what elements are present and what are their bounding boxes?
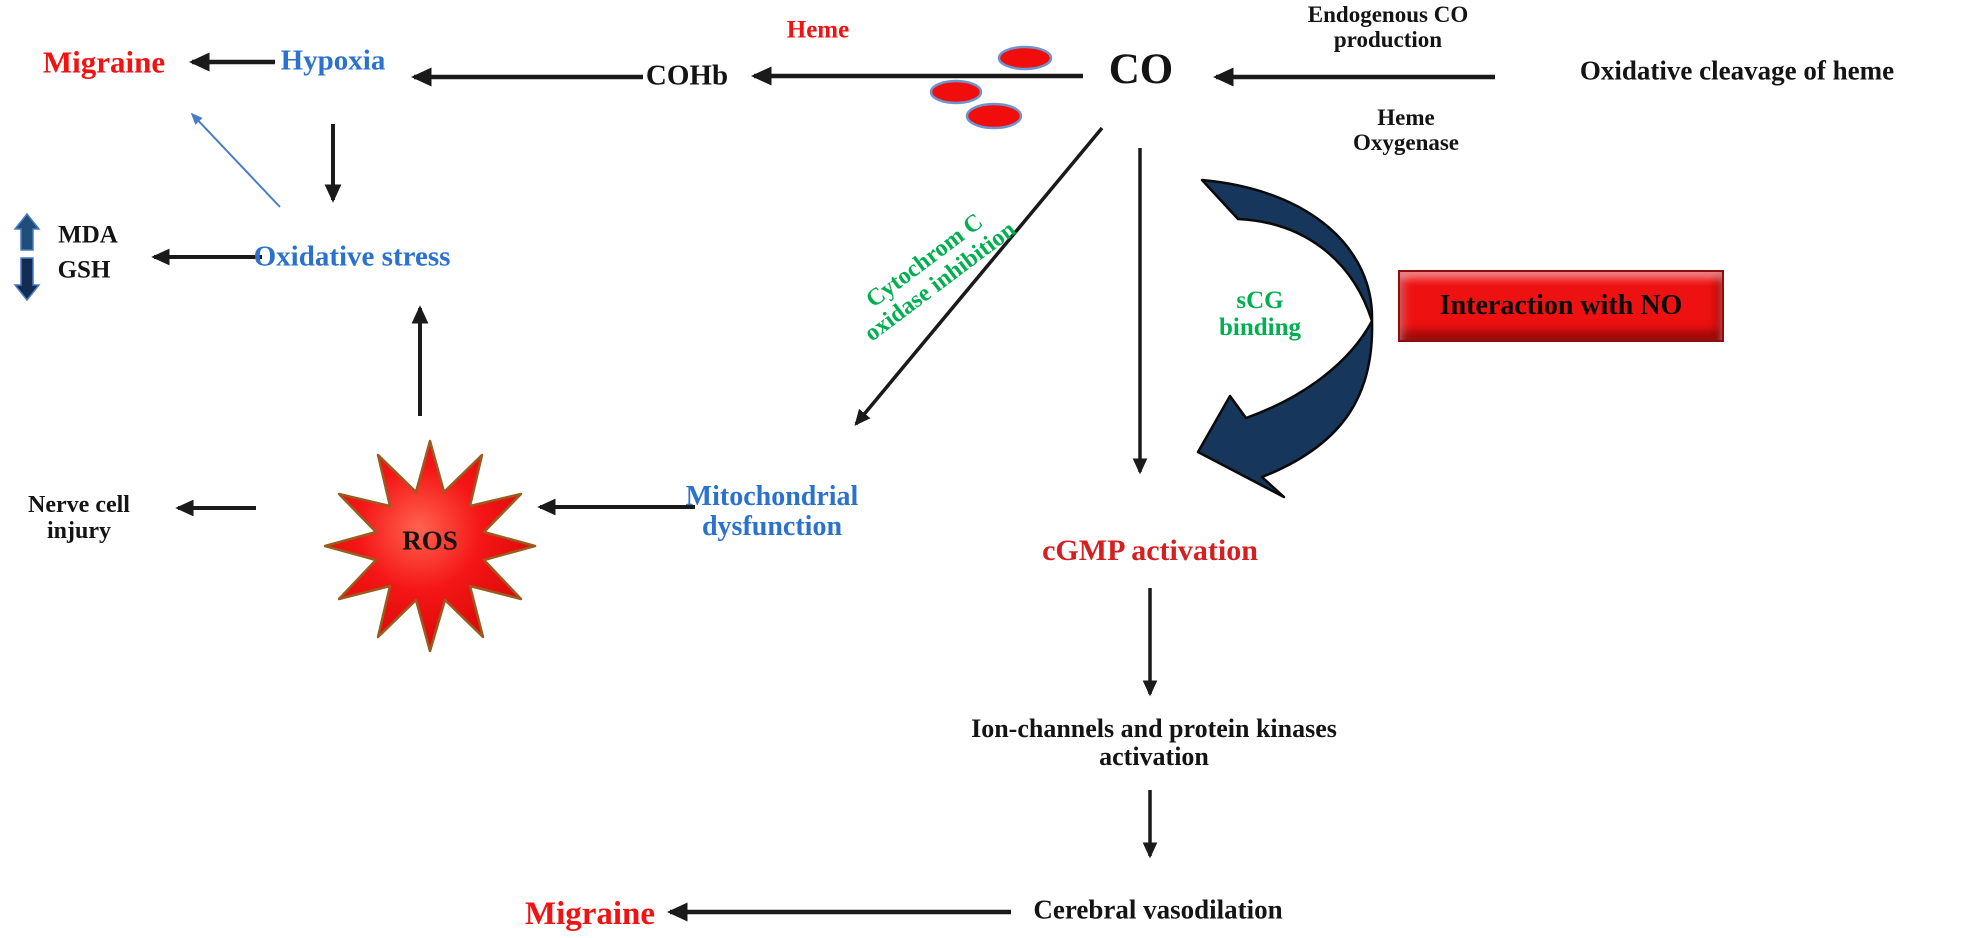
interaction-with-no-box: Interaction with NO <box>1398 270 1724 342</box>
heme-oxygenase-line1: Heme <box>1377 105 1435 131</box>
scg-line1: sCG <box>1236 287 1284 314</box>
interaction-with-no-label: Interaction with NO <box>1439 290 1683 321</box>
node-mitochondrial-dysfunction: Mitochondrial dysfunction <box>685 480 859 542</box>
endogenous-co-line1: Endogenous CO <box>1307 2 1469 28</box>
heme-molecule-icon <box>997 45 1053 71</box>
gsh-decrease-arrow-icon <box>13 257 41 302</box>
node-cohb: COHb <box>645 59 729 92</box>
mitochondrial-line2: dysfunction <box>701 511 843 542</box>
node-heme-oxygenase: Heme Oxygenase <box>1352 105 1460 156</box>
node-oxidative-cleavage: Oxidative cleavage of heme <box>1579 55 1895 86</box>
endogenous-co-line2: production <box>1333 27 1443 52</box>
arrow-co-to-mitochondrial <box>854 126 1104 426</box>
node-nerve-cell-injury: Nerve cell injury <box>28 492 130 545</box>
node-mda: MDA <box>58 221 118 249</box>
ros-starburst <box>323 439 537 653</box>
heme-molecule-icon <box>965 102 1023 130</box>
node-heme: Heme <box>786 16 850 44</box>
node-co: CO <box>1108 45 1174 93</box>
nerve-cell-line1: Nerve cell <box>28 492 130 519</box>
node-hypoxia: Hypoxia <box>280 44 386 77</box>
node-cgmp-activation: cGMP activation <box>1042 533 1258 567</box>
mda-increase-arrow-icon <box>13 212 41 251</box>
node-migraine-top: Migraine <box>42 44 166 80</box>
node-ros: ROS <box>402 525 458 556</box>
mitochondrial-line1: Mitochondrial <box>685 480 859 512</box>
arrow-oxidative-stress-to-migraine <box>190 112 281 208</box>
node-migraine-bottom: Migraine <box>524 896 656 933</box>
node-scg-binding: sCG binding <box>1219 287 1301 341</box>
curved-interaction-arrow <box>1196 178 1374 499</box>
node-endogenous-co-production: Endogenous CO production <box>1307 2 1469 53</box>
node-gsh: GSH <box>57 256 111 284</box>
nerve-cell-line2: injury <box>46 518 111 544</box>
ion-channels-line1: Ion-channels and protein kinases <box>971 713 1337 743</box>
node-cerebral-vasodilation: Cerebral vasodilation <box>1033 894 1283 925</box>
ion-channels-line2: activation <box>1099 742 1209 771</box>
node-ion-channels-activation: Ion-channels and protein kinases activat… <box>971 713 1337 771</box>
heme-molecule-icon <box>929 79 983 105</box>
node-oxidative-stress: Oxidative stress <box>253 240 451 273</box>
scg-line2: binding <box>1218 314 1302 341</box>
heme-oxygenase-line2: Oxygenase <box>1352 130 1460 155</box>
